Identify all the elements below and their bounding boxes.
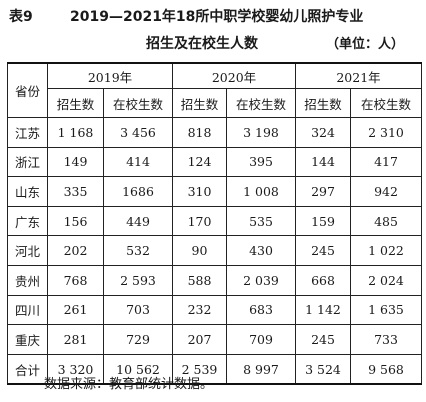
province-cell: 广东 [7,205,48,237]
value-cell: 3 198 [226,117,296,148]
value-cell: 1 635 [350,294,422,326]
value-cell: 668 [295,264,351,296]
value-cell: 1686 [103,176,173,207]
value-cell: 3 320 [47,353,104,385]
header-row-metrics: 招生数 在校生数 招生数 在校生数 招生数 在校生数 [8,88,422,118]
value-cell: 2 024 [350,264,422,296]
sub-header: 在校生数 [103,88,173,118]
table-row: 河北 202 532 90 430 245 1 022 [7,235,422,266]
corner-header: 省份 [7,62,48,118]
value-cell: 144 [295,146,351,178]
value-cell: 417 [350,146,422,178]
table-title-line1: 2019—2021年18所中职学校婴幼儿照护专业 [70,9,364,25]
value-cell: 3 456 [103,117,173,148]
province-cell: 浙江 [7,146,48,178]
table-row: 贵州 768 2 593 588 2 039 668 2 024 [7,264,422,296]
value-cell: 9 568 [350,353,422,385]
unit-label: （单位：人） [326,37,405,52]
value-cell: 485 [350,205,422,237]
value-cell: 414 [103,146,173,178]
value-cell: 818 [172,117,227,148]
table-row: 山东 335 1686 310 1 008 297 942 [7,176,422,207]
value-cell: 3 524 [295,353,351,385]
year-header: 2020年 [172,62,296,89]
value-cell: 90 [172,235,227,266]
table-subtitle: 招生及在校生人数 （单位：人） [0,32,426,56]
sub-header: 在校生数 [226,88,296,118]
value-cell: 1 008 [226,176,296,207]
value-cell: 335 [47,176,104,207]
value-cell: 149 [47,146,104,178]
province-cell: 合计 [7,353,48,385]
province-cell: 山东 [7,176,48,207]
table-row: 广东 156 449 170 535 159 485 [7,205,422,237]
header-row-years: 省份 2019年 2020年 2021年 [7,62,422,118]
sub-header: 招生数 [295,88,351,118]
value-cell: 324 [295,117,351,148]
value-cell: 768 [47,264,104,296]
province-cell: 贵州 [7,264,48,296]
table-row: 合计 3 320 10 562 2 539 8 997 3 524 9 568 [7,353,422,385]
value-cell: 8 997 [226,353,296,385]
value-cell: 245 [295,324,351,355]
value-cell: 232 [172,294,227,326]
province-cell: 四川 [7,294,48,326]
value-cell: 729 [103,324,173,355]
table-row: 四川 261 703 232 683 1 142 1 635 [7,294,422,326]
value-cell: 170 [172,205,227,237]
year-header: 2019年 [47,62,173,89]
value-cell: 683 [226,294,296,326]
sub-header: 招生数 [172,88,227,118]
table-row: 江苏 1 168 3 456 818 3 198 324 2 310 [7,117,422,148]
data-table: 省份 2019年 2020年 2021年 招生数 在校生数 招生数 在校生数 招… [7,62,422,386]
province-cell: 河北 [7,235,48,266]
value-cell: 535 [226,205,296,237]
value-cell: 261 [47,294,104,326]
value-cell: 159 [295,205,351,237]
value-cell: 532 [103,235,173,266]
value-cell: 1 142 [295,294,351,326]
value-cell: 281 [47,324,104,355]
value-cell: 733 [350,324,422,355]
value-cell: 703 [103,294,173,326]
value-cell: 2 593 [103,264,173,296]
value-cell: 310 [172,176,227,207]
table-row: 重庆 281 729 207 709 245 733 [7,324,422,355]
value-cell: 1 168 [47,117,104,148]
value-cell: 430 [226,235,296,266]
province-cell: 重庆 [7,324,48,355]
value-cell: 297 [295,176,351,207]
source-note: 数据来源：教育部统计数据。 [44,377,214,392]
value-cell: 202 [47,235,104,266]
value-cell: 449 [103,205,173,237]
value-cell: 942 [350,176,422,207]
table-row: 浙江 149 414 124 395 144 417 [7,146,422,178]
sub-header: 招生数 [47,88,104,118]
value-cell: 1 022 [350,235,422,266]
value-cell: 2 310 [350,117,422,148]
value-cell: 207 [172,324,227,355]
sub-header: 在校生数 [350,88,422,118]
value-cell: 156 [47,205,104,237]
value-cell: 2 039 [226,264,296,296]
value-cell: 395 [226,146,296,178]
value-cell: 245 [295,235,351,266]
value-cell: 2 539 [172,353,227,385]
value-cell: 709 [226,324,296,355]
table-title: 表9 2019—2021年18所中职学校婴幼儿照护专业 [0,6,426,28]
table-title-line2: 招生及在校生人数 [146,36,258,52]
value-cell: 588 [172,264,227,296]
table-number: 表9 [9,9,33,25]
province-cell: 江苏 [7,117,48,148]
value-cell: 124 [172,146,227,178]
year-header: 2021年 [295,62,422,89]
